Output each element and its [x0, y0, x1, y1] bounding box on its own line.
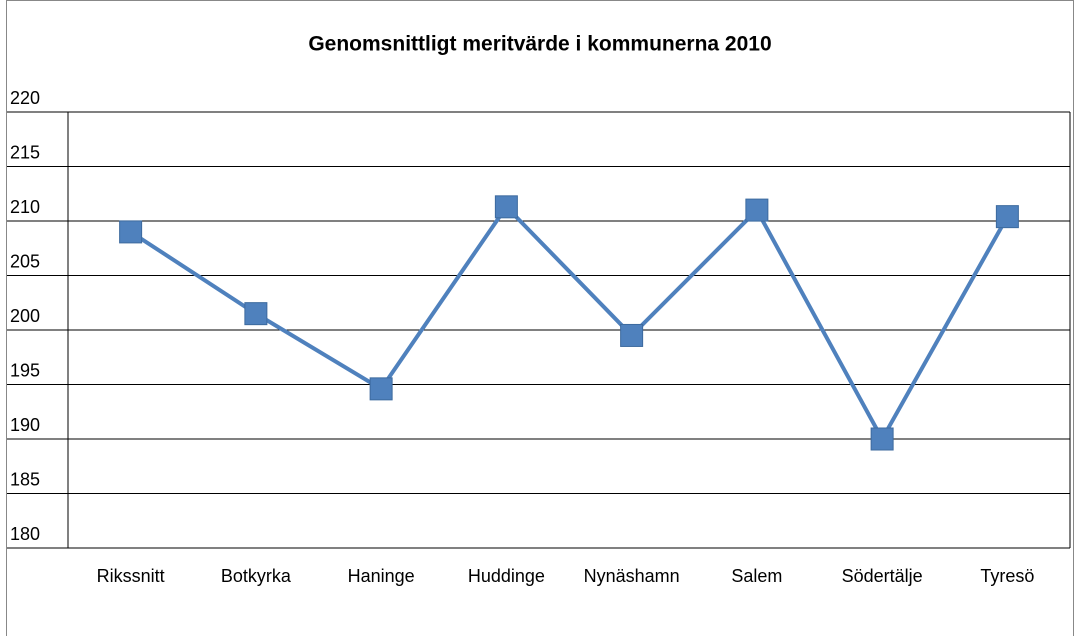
- data-point: [119, 220, 143, 244]
- data-line: [129, 204, 1010, 441]
- x-tick-label: Södertälje: [842, 566, 923, 586]
- x-tick-label: Huddinge: [468, 566, 545, 586]
- x-tick-label: Rikssnitt: [97, 566, 165, 586]
- x-tick-label: Haninge: [348, 566, 415, 586]
- data-point: [745, 198, 769, 222]
- chart-title: Genomsnittligt meritvärde i kommunerna 2…: [308, 33, 771, 56]
- y-tick-label: 190: [10, 415, 40, 435]
- y-tick-label: 220: [10, 88, 40, 108]
- data-point: [995, 205, 1019, 229]
- x-tick-label: Botkyrka: [221, 566, 292, 586]
- x-tick-label: Salem: [731, 566, 782, 586]
- data-point: [620, 323, 644, 347]
- y-tick-label: 185: [10, 469, 40, 489]
- y-tick-label: 210: [10, 197, 40, 217]
- x-tick-label: Nynäshamn: [584, 566, 680, 586]
- y-tick-label: 200: [10, 306, 40, 326]
- y-tick-label: 215: [10, 142, 40, 162]
- chart-border: [6, 0, 1074, 636]
- y-tick-label: 205: [10, 251, 40, 271]
- data-point: [244, 302, 268, 326]
- data-point: [870, 427, 894, 451]
- y-tick-label: 180: [10, 524, 40, 544]
- data-point: [369, 377, 393, 401]
- data-point: [494, 195, 518, 219]
- y-tick-label: 195: [10, 360, 40, 380]
- x-tick-label: Tyresö: [980, 566, 1034, 586]
